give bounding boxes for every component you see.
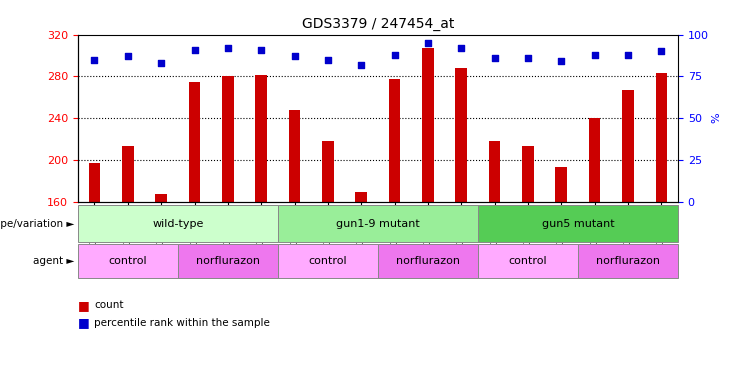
Point (422, 40, 434, 46)
Bar (356, 192, 367, 202)
Bar (156, 194, 167, 202)
Bar (422, 48, 433, 202)
Point (455, 45, 467, 51)
Text: agent ►: agent ► (33, 256, 74, 266)
Bar (489, 141, 500, 202)
Y-axis label: %: % (711, 113, 722, 123)
Point (188, 46, 200, 53)
Point (355, 61, 367, 68)
Bar (622, 90, 634, 202)
Text: ■: ■ (78, 299, 90, 312)
Bar (656, 73, 667, 202)
Point (388, 51, 400, 58)
Point (588, 51, 600, 58)
Point (522, 55, 534, 61)
Text: percentile rank within the sample: percentile rank within the sample (94, 318, 270, 328)
Bar (189, 81, 200, 202)
Text: control: control (508, 256, 548, 266)
Bar (89, 163, 100, 202)
Title: GDS3379 / 247454_at: GDS3379 / 247454_at (302, 17, 454, 31)
Point (155, 60, 167, 66)
Text: gun5 mutant: gun5 mutant (542, 218, 614, 229)
Text: norflurazon: norflurazon (196, 256, 260, 266)
Bar (122, 146, 133, 202)
Text: norflurazon: norflurazon (396, 256, 460, 266)
Text: genotype/variation ►: genotype/variation ► (0, 218, 74, 229)
Point (122, 53, 133, 60)
Bar (222, 76, 233, 202)
Bar (556, 167, 567, 202)
Bar (456, 68, 467, 202)
Text: gun1-9 mutant: gun1-9 mutant (336, 218, 420, 229)
Text: norflurazon: norflurazon (596, 256, 660, 266)
Point (222, 45, 234, 51)
Text: ■: ■ (78, 316, 90, 329)
Bar (289, 110, 300, 202)
Point (488, 55, 500, 61)
Bar (522, 146, 534, 202)
Text: count: count (94, 300, 124, 310)
Point (655, 48, 667, 55)
Text: wild-type: wild-type (152, 218, 204, 229)
Point (556, 58, 568, 65)
Point (255, 46, 267, 53)
Point (88, 56, 100, 63)
Point (289, 53, 301, 60)
Bar (322, 141, 333, 202)
Point (322, 56, 333, 63)
Bar (256, 75, 267, 202)
Text: control: control (108, 256, 147, 266)
Bar (589, 118, 600, 202)
Point (622, 51, 634, 58)
Text: control: control (308, 256, 348, 266)
Bar (389, 79, 400, 202)
